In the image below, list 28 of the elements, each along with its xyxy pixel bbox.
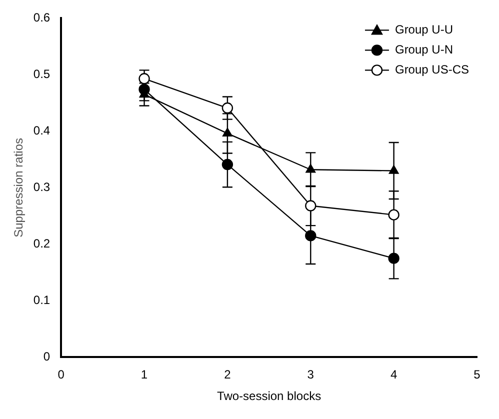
point [305, 200, 316, 212]
y-axis-title: Suppression ratios [12, 138, 26, 238]
legend-label: Group U-U [394, 22, 453, 37]
legend-label: Group US-CS [394, 62, 470, 77]
x-tick-label: 2 [224, 368, 232, 382]
x-axis-title: Two-session blocks [217, 389, 322, 404]
y-tick-label: 0.1 [33, 293, 50, 308]
point [222, 102, 234, 114]
y-tick-label: 0.6 [33, 10, 50, 25]
x-tick-label: 4 [390, 368, 398, 382]
point [388, 209, 400, 220]
legend-label: Group U-N [394, 42, 453, 57]
point [222, 128, 232, 137]
y-tick-label: 0.3 [33, 180, 50, 194]
x-tick-label: 1 [140, 368, 148, 382]
y-tick-label: 0.2 [33, 236, 50, 251]
x-tick-label: 5 [474, 368, 481, 382]
x-tick-label: 3 [307, 368, 314, 382]
x-tick-label: 0 [58, 368, 65, 382]
y-tick-label: 0 [43, 350, 50, 364]
point [388, 252, 400, 264]
point [388, 165, 399, 174]
y-tick-label: 0.5 [33, 67, 50, 82]
y-tick-label: 0.4 [33, 124, 50, 138]
point [222, 158, 234, 170]
point [306, 164, 316, 173]
point [138, 73, 150, 84]
point [305, 230, 316, 242]
